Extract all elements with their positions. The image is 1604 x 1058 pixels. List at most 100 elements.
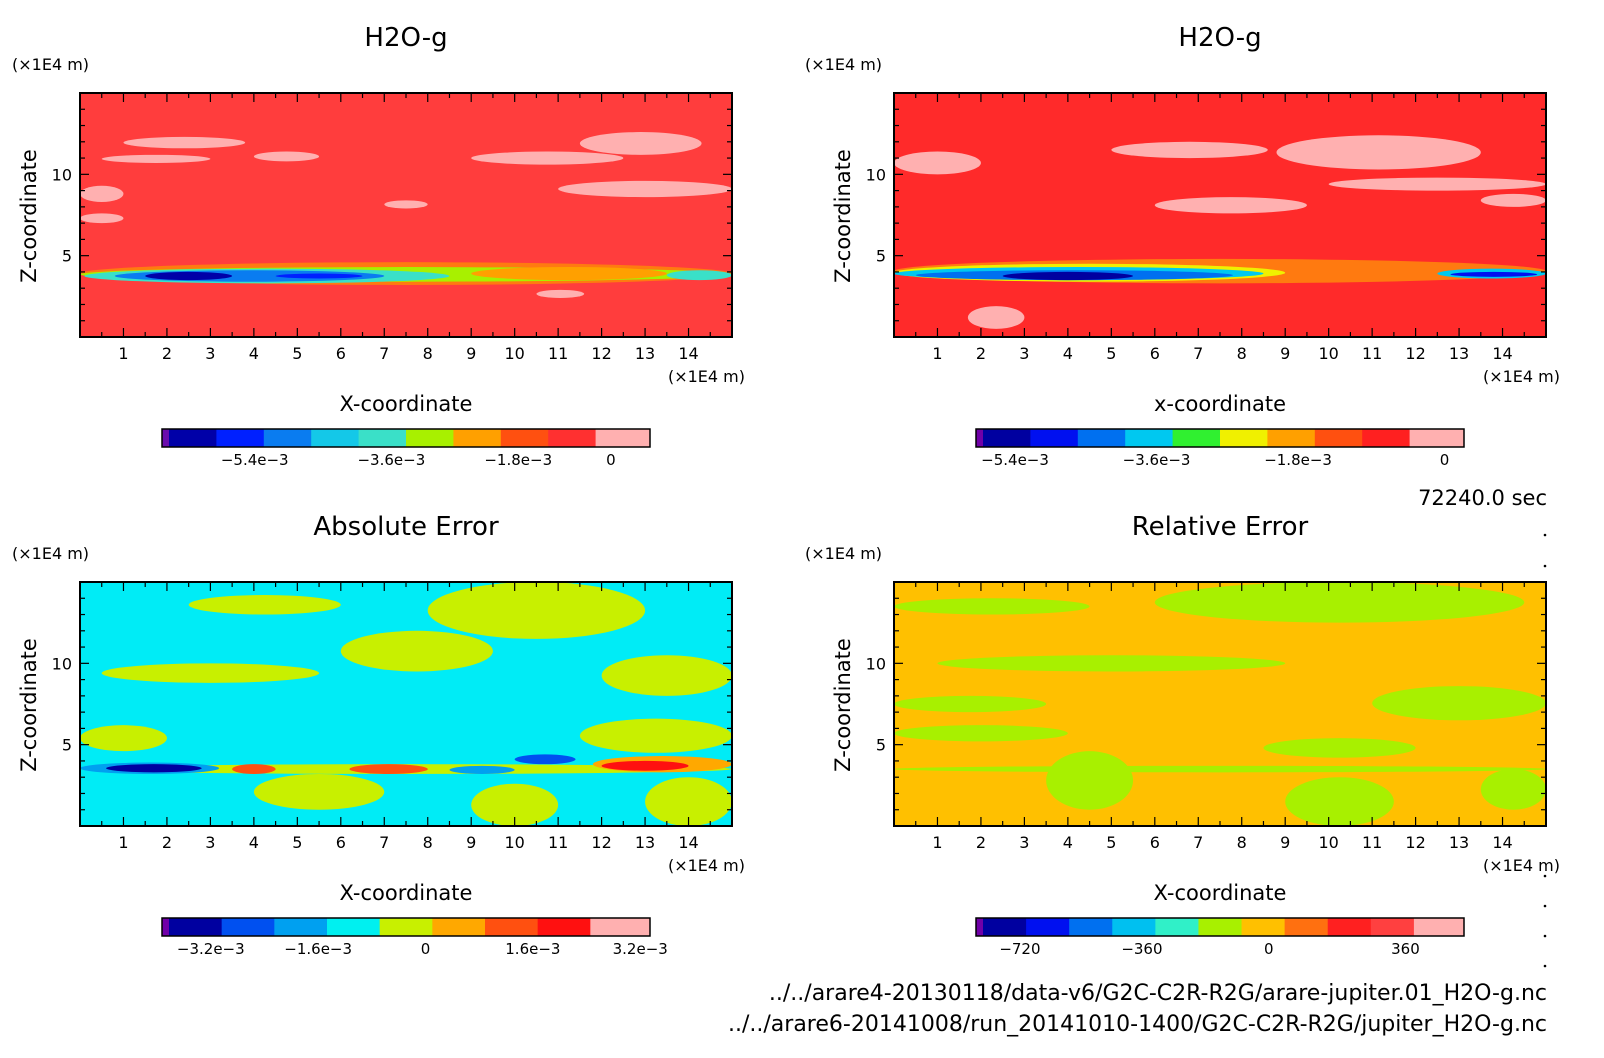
colorbar-swatch [1362,429,1411,447]
contour-region [253,151,320,162]
x-tick-label: 4 [1063,833,1073,852]
y-unit-label: (×1E4 m) [805,544,882,563]
panel-title: H2O-g [364,23,447,53]
x-tick-label: 8 [423,344,433,363]
contour-region [579,718,732,753]
colorbar-tick-label: −360 [1121,940,1162,958]
time-stamp: 72240.0 sec [1418,486,1547,510]
colorbar-swatch [1267,429,1316,447]
colorbar-tick-label: 0 [1264,940,1274,958]
colorbar-swatch [169,429,217,447]
colorbar-swatch [1370,918,1415,936]
colorbar-frame [975,428,1465,448]
y-tick-label: 10 [52,165,72,184]
colorbar-tick-label: 1.6e−3 [505,940,560,958]
colorbar: −720 −360 0 360 [975,917,1465,958]
contour-region [123,136,246,149]
y-tick-label: 5 [876,736,886,755]
x-tick-label: 10 [504,833,524,852]
x-tick-label: 2 [976,344,986,363]
colorbar-tick-label: −5.4e−3 [221,451,289,469]
contour-region [579,132,702,155]
x-tick-label: 4 [249,833,259,852]
contour-region [1450,271,1538,277]
x-tick-label: 1 [118,344,128,363]
contour-region [1276,135,1481,170]
x-tick-label: 7 [1193,344,1203,363]
colorbar-swatch [976,429,984,447]
colorbar-tick-label: 360 [1391,940,1420,958]
contour-region [1002,271,1134,281]
contour-field [80,582,732,826]
colorbar-swatch [1198,918,1243,936]
x-tick-label: 3 [1019,344,1029,363]
contour-region [514,754,576,765]
contour-field [894,93,1546,337]
x-tick-label: 10 [504,344,524,363]
colorbar-swatch [162,429,170,447]
colorbar-tick-label: 0 [1440,451,1450,469]
decorative-dots [1543,533,1547,968]
field-background [894,93,1546,337]
colorbar-swatch [216,429,265,447]
contour-region [101,663,320,683]
colorbar-swatch [1327,918,1372,936]
x-tick-label: 5 [292,344,302,363]
colorbar-swatch [221,918,275,936]
contour-region [1285,777,1394,826]
colorbar-tick-label: 0 [421,940,431,958]
x-tick-label: 7 [379,833,389,852]
colorbar-swatch [327,918,381,936]
colorbar-swatch [976,918,984,936]
contour-region [275,273,363,279]
x-tick-label: 5 [1106,344,1116,363]
contour-region [80,185,124,202]
x-tick-label: 13 [635,344,655,363]
colorbar-swatch [983,429,1031,447]
colorbar-frame [161,428,651,448]
contour-region [232,764,276,774]
colorbar-swatch [274,918,328,936]
x-tick-label: 11 [1362,344,1382,363]
contour-region [471,267,667,281]
contour-region [101,154,211,163]
panel-title: H2O-g [1178,23,1261,53]
contour-region [1046,751,1134,810]
colorbar-frame [161,917,651,937]
contour-region [894,695,1047,713]
x-tick-label: 10 [1318,344,1338,363]
colorbar-tick-label: 0 [606,451,616,469]
colorbar-swatch [432,918,486,936]
panel-title: Absolute Error [313,512,499,542]
contour-region [80,213,124,224]
y-axis-label: Z-coordinate [17,638,41,772]
contour-region [471,783,559,826]
colorbar-swatch [1069,918,1113,936]
colorbar-swatch [1172,429,1221,447]
y-axis-label: Z-coordinate [831,149,855,283]
contour-region [80,725,167,752]
y-tick-label: 5 [876,247,886,266]
contour-region [384,200,428,209]
x-unit-label: (×1E4 m) [668,367,745,386]
x-tick-label: 11 [548,344,568,363]
contour-region [937,655,1286,672]
x-unit-label: (×1E4 m) [1483,856,1560,875]
contour-region [349,764,428,774]
contour-region [1111,141,1268,159]
x-tick-label: 14 [678,833,698,852]
panel-relative-error: Relative Error (×1E4 m) 1 2 3 4 5 6 7 8 9 10 11 12 1… [805,512,1560,958]
x-tick-label: 1 [118,833,128,852]
x-tick-label: 9 [1280,833,1290,852]
x-tick-label: 6 [1150,344,1160,363]
contour-region [471,151,624,165]
contour-region [894,151,981,175]
contour-region [894,598,1090,615]
colorbar: −5.4e−3 −3.6e−3 −1.8e−3 0 [975,428,1465,469]
contour-region [1154,197,1307,214]
colorbar-swatch [453,429,502,447]
x-tick-label: 2 [976,833,986,852]
